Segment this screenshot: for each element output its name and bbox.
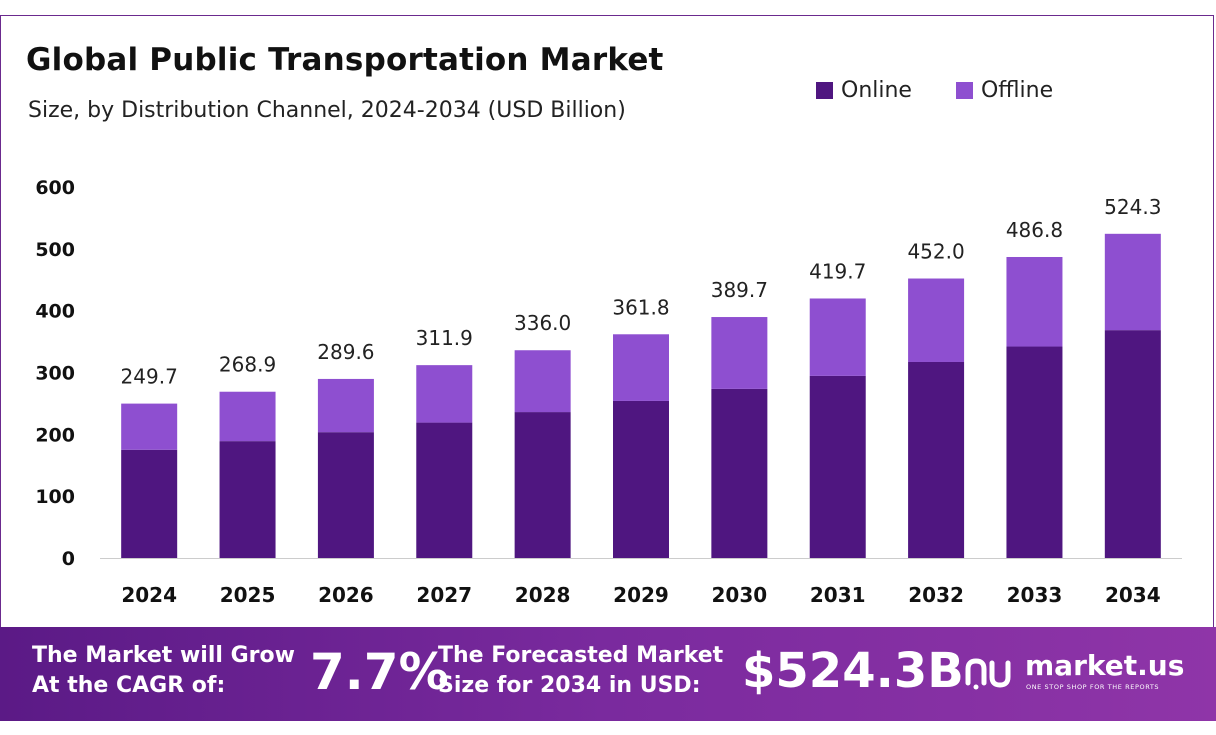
bar-online	[121, 449, 178, 558]
bar-offline	[1006, 256, 1063, 347]
legend-label-online: Online	[841, 78, 912, 103]
legend-label-offline: Offline	[980, 78, 1054, 103]
bar-online	[1006, 346, 1063, 558]
y-tick-label: 400	[35, 301, 75, 323]
data-label-total: 361.8	[612, 295, 669, 319]
bar-online	[613, 400, 669, 558]
data-label-total: 452.0	[907, 240, 964, 264]
y-tick-label: 100	[35, 486, 75, 508]
y-tick-label: 600	[35, 177, 75, 199]
bar-online	[514, 412, 571, 558]
data-label-total: 336.0	[514, 311, 571, 335]
forecast-label: The Forecasted Market Size for 2034 in U…	[438, 641, 723, 701]
legend: Online Offline	[816, 78, 1097, 103]
x-tick-label: 2034	[1105, 583, 1161, 607]
bar-offline	[908, 278, 965, 362]
bar-chart: 0 100 200 300 400 500 600 249.7 2024 268.9 2025 289…	[35, 177, 1182, 607]
chart-title: Global Public Transportation Market	[26, 42, 664, 78]
x-tick-label: 2033	[1007, 583, 1063, 607]
chart-subtitle: Size, by Distribution Channel, 2024-2034…	[28, 98, 626, 123]
summary-banner: The Market will Grow At the CAGR of: 7.7…	[0, 627, 1216, 721]
logo-name: market.us	[1025, 649, 1185, 682]
y-tick-label: 500	[35, 239, 75, 261]
y-tick-label: 300	[35, 363, 75, 385]
x-tick-label: 2025	[220, 583, 276, 607]
bar-offline	[416, 365, 473, 423]
x-tick-label: 2027	[416, 583, 472, 607]
x-tick-label: 2028	[515, 583, 571, 607]
x-tick-label: 2024	[121, 583, 177, 607]
bar-online	[908, 361, 965, 558]
bar-offline	[613, 334, 669, 401]
legend-swatch-offline	[955, 82, 973, 99]
data-label-total: 268.9	[219, 353, 276, 377]
bar-online	[711, 388, 768, 558]
data-label-total: 311.9	[416, 326, 473, 350]
bar-offline	[219, 391, 276, 442]
x-tick-label: 2026	[318, 583, 374, 607]
bar-offline	[121, 403, 178, 450]
market-us-logo-icon	[965, 658, 1011, 690]
bar-offline	[514, 350, 571, 413]
cagr-value: 7.7%	[310, 643, 449, 701]
data-label-total: 289.6	[317, 340, 374, 364]
data-label-total: 249.7	[121, 365, 178, 389]
cagr-label-line1: The Market will Grow	[32, 643, 295, 668]
data-label-total: 524.3	[1104, 195, 1161, 219]
cagr-label: The Market will Grow At the CAGR of:	[32, 641, 295, 701]
bar-online	[219, 441, 276, 558]
x-tick-label: 2029	[613, 583, 669, 607]
logo-tagline: ONE STOP SHOP FOR THE REPORTS	[1026, 683, 1160, 691]
bar-offline	[809, 298, 866, 376]
y-tick-label: 0	[62, 548, 75, 570]
x-tick-label: 2032	[908, 583, 964, 607]
x-tick-label: 2031	[810, 583, 866, 607]
bar-online	[416, 422, 473, 558]
forecast-label-line2: Size for 2034 in USD:	[438, 673, 701, 698]
legend-item-online: Online	[816, 78, 912, 103]
legend-swatch-online	[816, 82, 833, 99]
bar-online	[809, 375, 866, 558]
legend-item-offline: Offline	[955, 78, 1054, 103]
x-tick-label: 2030	[712, 583, 768, 607]
bar-offline	[1104, 233, 1161, 331]
y-tick-label: 200	[35, 424, 75, 446]
data-label-total: 389.7	[711, 278, 768, 302]
bar-offline	[317, 378, 374, 433]
cagr-label-line2: At the CAGR of:	[32, 673, 226, 698]
data-label-total: 419.7	[809, 259, 866, 283]
bar-online	[1104, 330, 1161, 558]
forecast-value: $524.3B	[742, 643, 964, 699]
bar-online	[317, 432, 374, 558]
data-label-total: 486.8	[1006, 218, 1063, 242]
forecast-label-line1: The Forecasted Market	[438, 643, 724, 668]
bar-offline	[711, 317, 768, 389]
